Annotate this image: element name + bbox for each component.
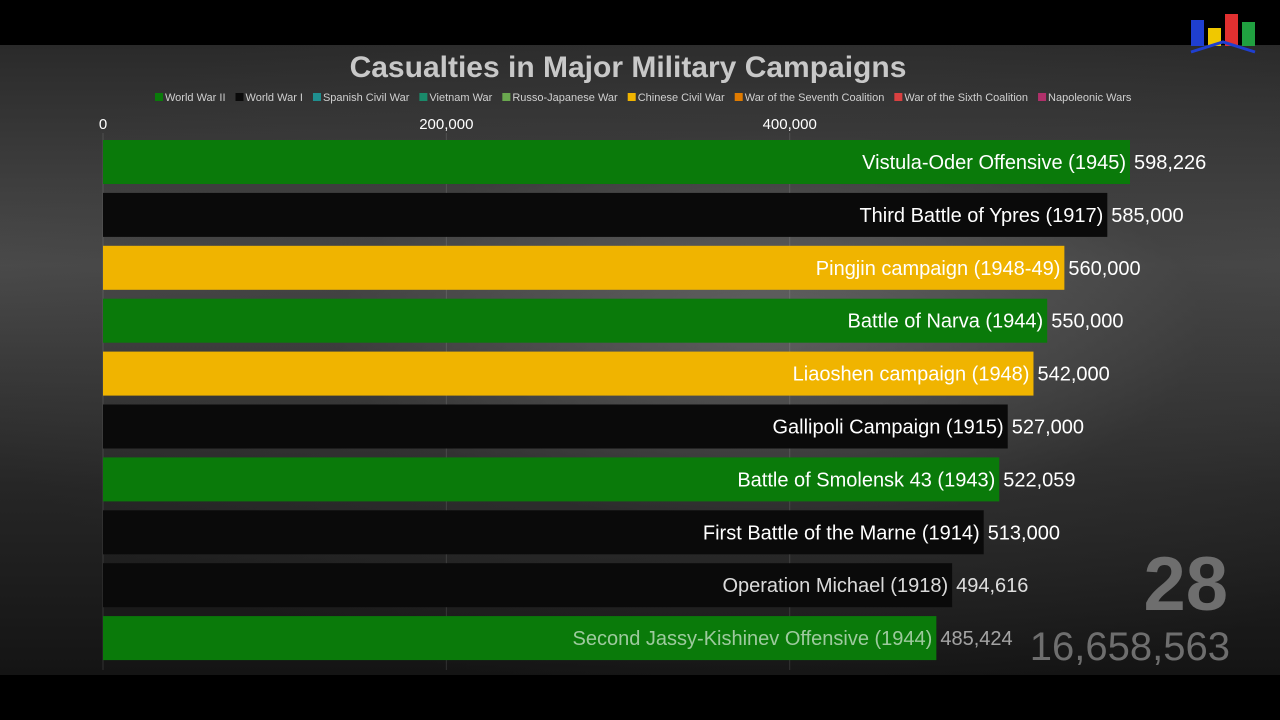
- legend-item: War of the Sixth Coalition: [904, 92, 1028, 104]
- bar-label: Gallipoli Campaign (1915): [772, 417, 1003, 439]
- bar: [103, 404, 1008, 449]
- bar-label: Pingjin campaign (1948-49): [816, 258, 1061, 280]
- channel-logo-icon: [1190, 14, 1256, 54]
- legend-swatch: [1038, 93, 1047, 101]
- bar: [103, 245, 1065, 290]
- x-tick-label: 200,000: [419, 116, 473, 133]
- legend-swatch: [894, 93, 903, 101]
- chart-title: Casualties in Major Military Campaigns: [350, 51, 907, 84]
- bar: [103, 351, 1034, 396]
- legend-item: Russo-Japanese War: [512, 92, 618, 104]
- legend-swatch: [419, 93, 428, 101]
- legend-swatch: [312, 93, 321, 101]
- bar: [103, 140, 1130, 184]
- bar: [103, 510, 984, 555]
- bar-value-label: 494,616: [956, 575, 1028, 597]
- legend-swatch: [502, 93, 511, 101]
- bars: Vistula-Oder Offensive (1945) 598,226 Thir…: [103, 140, 1206, 661]
- legend-swatch: [235, 93, 244, 101]
- legend-item: Vietnam War: [429, 92, 492, 104]
- legend-item: Napoleonic Wars: [1048, 92, 1132, 104]
- bar: [103, 192, 1108, 237]
- bar-value-label: 527,000: [1012, 417, 1084, 439]
- legend-swatch: [155, 93, 163, 101]
- bar-label: Vistula-Oder Offensive (1945): [862, 152, 1126, 174]
- legend-item: War of the Seventh Coalition: [745, 92, 885, 104]
- bar-value-label: 585,000: [1111, 205, 1183, 227]
- bar-value-label: 522,059: [1003, 469, 1075, 491]
- bar-label: Battle of Narva (1944): [848, 311, 1044, 333]
- bar: [103, 457, 1000, 502]
- rank-counter: 28: [1143, 542, 1228, 627]
- bar-label: First Battle of the Marne (1914): [703, 522, 980, 544]
- bar: [103, 616, 937, 661]
- bar-label: Third Battle of Ypres (1917): [859, 205, 1103, 227]
- legend-item: World War I: [246, 92, 303, 104]
- legend-item: Spanish Civil War: [323, 92, 410, 104]
- x-tick-label: 400,000: [763, 116, 817, 133]
- bar-value-label: 550,000: [1051, 311, 1123, 333]
- x-tick-label: 0: [99, 116, 107, 133]
- bar-label: Battle of Smolensk 43 (1943): [737, 469, 995, 491]
- legend: World War II World War I Spanish Civil War…: [155, 92, 1132, 104]
- bar-label: Operation Michael (1918): [722, 575, 948, 597]
- legend-swatch: [734, 93, 743, 101]
- legend-item: World War II: [165, 92, 226, 104]
- bar: [103, 298, 1048, 343]
- bar-value-label: 485,424: [940, 628, 1012, 650]
- bar-value-label: 598,226: [1134, 152, 1206, 174]
- total-counter: 16,658,563: [1030, 625, 1230, 669]
- legend-swatch: [627, 93, 636, 101]
- bar: [103, 563, 953, 608]
- bar-label: Liaoshen campaign (1948): [793, 364, 1030, 386]
- bar-value-label: 560,000: [1068, 258, 1140, 280]
- bar-label: Second Jassy-Kishinev Offensive (1944): [573, 628, 933, 650]
- bar-value-label: 513,000: [988, 522, 1060, 544]
- bar-value-label: 542,000: [1037, 364, 1109, 386]
- legend-item: Chinese Civil War: [638, 92, 725, 104]
